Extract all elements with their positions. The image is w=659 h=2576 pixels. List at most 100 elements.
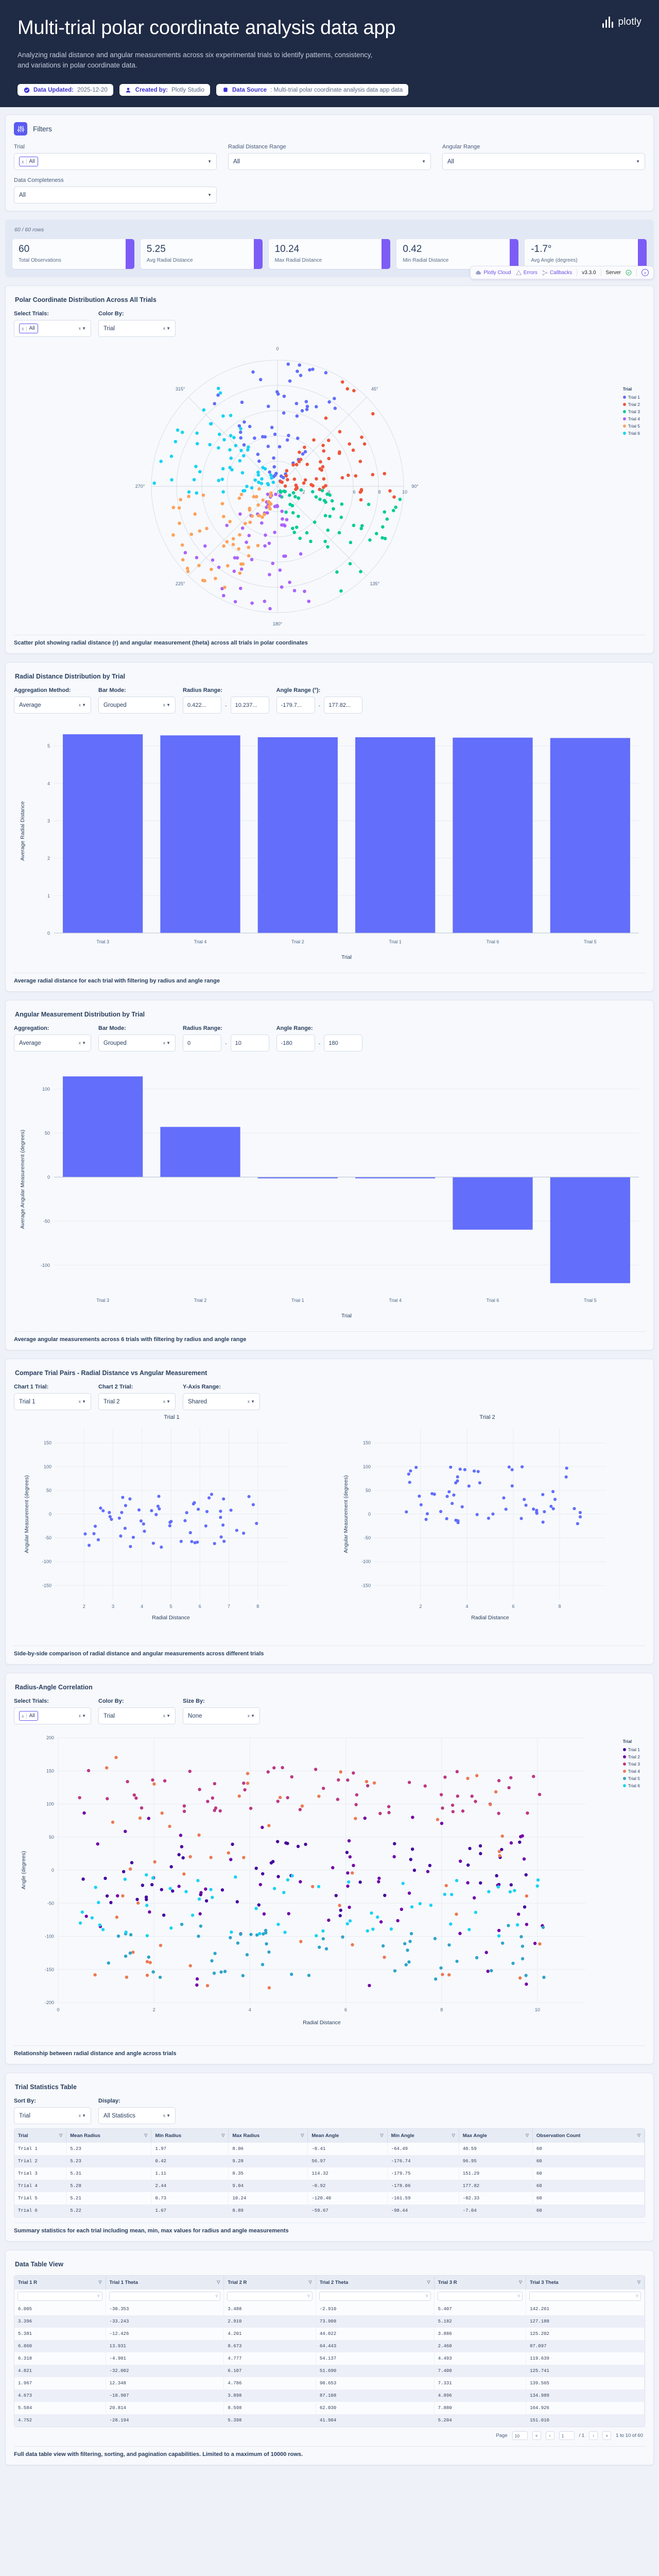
- chevron-down-icon[interactable]: x ▼: [163, 1714, 170, 1719]
- filter-icon[interactable]: ▽: [98, 2280, 102, 2285]
- filter-icon[interactable]: ▽: [452, 2133, 455, 2138]
- chip-remove-icon[interactable]: x: [20, 159, 27, 164]
- chevron-down-icon[interactable]: x ▼: [78, 326, 86, 331]
- select-trials-dropdown[interactable]: x All x ▼: [14, 1707, 91, 1725]
- chevron-down-icon[interactable]: ▼: [422, 159, 426, 164]
- column-filter-input[interactable]: ▽: [437, 2292, 523, 2301]
- chevron-down-icon[interactable]: x ▼: [163, 1399, 170, 1404]
- table-row[interactable]: 4.673 -18.907 3.898 87.108 4.896 134.989: [14, 2389, 645, 2402]
- table-column-header[interactable]: Trial 1 R ▽: [14, 2276, 106, 2290]
- legend-item[interactable]: Trial 1: [622, 394, 640, 401]
- chevron-down-icon[interactable]: x ▼: [78, 703, 86, 708]
- last-page-button[interactable]: »: [602, 2431, 612, 2441]
- column-filter-input[interactable]: ▽: [109, 2292, 221, 2301]
- chevron-down-icon[interactable]: x ▼: [163, 1041, 170, 1046]
- radius-range-max-input[interactable]: 10: [230, 1035, 269, 1052]
- table-column-header[interactable]: Trial 1 Theta ▽: [106, 2276, 224, 2290]
- table-column-header[interactable]: Trial 2 R ▽: [223, 2276, 316, 2290]
- legend-item[interactable]: Trial 3: [622, 408, 640, 415]
- radius-range-min-input[interactable]: 0: [183, 1035, 221, 1052]
- table-row[interactable]: 5.381 -12.426 4.201 44.022 3.886 125.202: [14, 2328, 645, 2341]
- compare-scatter-pair[interactable]: Trial 1 Trial 2 -150 -100 -50 0 50 100 150 2 3 4 5…: [14, 1414, 645, 1641]
- angle-range-max-input[interactable]: 180: [324, 1035, 363, 1052]
- table-row[interactable]: 3.396 -33.243 2.910 73.908 5.182 127.188: [14, 2315, 645, 2328]
- filter-icon[interactable]: ▽: [144, 2133, 148, 2138]
- chevron-down-icon[interactable]: x ▼: [247, 1714, 255, 1719]
- sort-by-dropdown[interactable]: Trial x ▼: [14, 2107, 91, 2125]
- chevron-down-icon[interactable]: x ▼: [78, 1399, 86, 1404]
- column-filter-input[interactable]: ▽: [18, 2292, 102, 2301]
- errors-button[interactable]: Errors: [515, 270, 537, 276]
- filter-icon[interactable]: ▽: [217, 2280, 220, 2285]
- y-axis-range-dropdown[interactable]: Shared x ▼: [183, 1393, 260, 1411]
- table-column-header[interactable]: Observation Count ▽: [532, 2129, 645, 2143]
- table-row[interactable]: 4.821 -32.002 6.107 51.690 7.400 125.741: [14, 2365, 645, 2378]
- legend-item[interactable]: Trial 6: [622, 430, 640, 437]
- angle-range-min-input[interactable]: -179.7...: [276, 697, 315, 714]
- chevron-down-icon[interactable]: x ▼: [78, 1041, 86, 1046]
- selected-chip[interactable]: x All: [19, 1711, 38, 1721]
- filter-icon[interactable]: ▽: [525, 2133, 529, 2138]
- angular-range-select[interactable]: All ▼: [442, 153, 645, 171]
- column-filter-cell[interactable]: ▽: [223, 2290, 316, 2303]
- table-column-header[interactable]: Mean Angle ▽: [307, 2129, 388, 2143]
- filter-icon[interactable]: ▽: [380, 2133, 384, 2138]
- chevron-down-icon[interactable]: x ▼: [163, 326, 170, 331]
- bar-mode-dropdown[interactable]: Grouped x ▼: [98, 697, 176, 714]
- table-row[interactable]: 4.752 -28.194 5.398 41.904 5.204 151.010: [14, 2414, 645, 2427]
- table-row[interactable]: 6.318 -4.901 4.777 54.137 4.493 119.639: [14, 2352, 645, 2365]
- radius-range-min-input[interactable]: 0.422...: [183, 697, 221, 714]
- correlation-legend[interactable]: Trial Trial 1 Trial 2 Trial 3 Trial 4 Trial …: [622, 1738, 640, 1789]
- legend-item[interactable]: Trial 1: [622, 1746, 640, 1753]
- column-filter-cell[interactable]: ▽: [526, 2290, 645, 2303]
- legend-item[interactable]: Trial 2: [622, 401, 640, 408]
- legend-item[interactable]: Trial 4: [622, 1768, 640, 1775]
- table-row[interactable]: Trial 3 5.31 1.11 8.35 114.32 -179.75 151.29 60: [14, 2167, 645, 2180]
- page-size-input[interactable]: 10: [512, 2431, 528, 2441]
- next-page-button[interactable]: ›: [589, 2431, 598, 2441]
- legend-item[interactable]: Trial 5: [622, 422, 640, 430]
- table-row[interactable]: 6.005 -30.353 3.488 -2.910 5.407 142.261: [14, 2303, 645, 2316]
- correlation-scatter-plot[interactable]: 200 150 100 50 0 -50 -100 -150 -200 0 2 4 6 8 10 Radial…: [14, 1728, 645, 2041]
- angle-range-min-input[interactable]: -180: [276, 1035, 315, 1052]
- table-row[interactable]: 5.584 20.814 8.598 62.030 7.880 164.926: [14, 2402, 645, 2415]
- chart2-trial-dropdown[interactable]: Trial 2 x ▼: [98, 1393, 176, 1411]
- color-by-dropdown[interactable]: Trial x ▼: [98, 1707, 176, 1725]
- column-filter-input[interactable]: ▽: [227, 2292, 313, 2301]
- filter-icon[interactable]: ▽: [301, 2133, 304, 2138]
- table-column-header[interactable]: Trial 2 Theta ▽: [316, 2276, 435, 2290]
- first-page-button[interactable]: «: [532, 2431, 541, 2441]
- legend-item[interactable]: Trial 5: [622, 1775, 640, 1782]
- column-filter-cell[interactable]: ▽: [434, 2290, 527, 2303]
- polar-scatter-plot[interactable]: 0 45° 90° 135° 180° 225° 270° 315° 0 2 4 6 8 10 Trial…: [14, 341, 645, 630]
- legend-item[interactable]: Trial 3: [622, 1760, 640, 1768]
- radial-distance-range-select[interactable]: All ▼: [228, 153, 431, 171]
- trial-select[interactable]: x All ▼: [14, 153, 217, 171]
- plotly-dev-toolbar[interactable]: Plotly Cloud Errors Callbacks v3.3.0 Ser…: [470, 266, 654, 280]
- table-column-header[interactable]: Max Angle ▽: [459, 2129, 533, 2143]
- chevron-down-icon[interactable]: x ▼: [163, 703, 170, 708]
- angular-bar-chart[interactable]: 100 50 0 -50 -100 Trial 3 Trial 2 Trial 1 Trial …: [14, 1056, 645, 1327]
- table-column-header[interactable]: Trial 3 Theta ▽: [526, 2276, 645, 2290]
- data-completeness-select[interactable]: All ▼: [14, 187, 217, 204]
- table-row[interactable]: Trial 4 5.28 2.44 9.04 -0.92 -178.06 177.82 60: [14, 2180, 645, 2193]
- chip-remove-icon[interactable]: x: [20, 1713, 27, 1719]
- table-row[interactable]: Trial 1 5.23 1.97 8.06 -0.41 -64.49 40.59 60: [14, 2143, 645, 2156]
- column-filter-cell[interactable]: ▽: [106, 2290, 224, 2303]
- polar-legend[interactable]: Trial Trial 1 Trial 2 Trial 3 Trial 4 Trial …: [622, 385, 640, 437]
- table-row[interactable]: 6.860 13.931 8.673 64.443 2.460 87.097: [14, 2340, 645, 2353]
- callbacks-button[interactable]: Callbacks: [542, 270, 572, 276]
- legend-item[interactable]: Trial 6: [622, 1782, 640, 1789]
- page-number-input[interactable]: 1: [559, 2431, 575, 2441]
- table-row[interactable]: Trial 5 5.21 0.73 10.24 -120.40 -161.59 -82.33…: [14, 2192, 645, 2205]
- table-column-header[interactable]: Min Radius ▽: [151, 2129, 229, 2143]
- chevron-down-icon[interactable]: x ▼: [247, 1399, 255, 1404]
- filter-icon[interactable]: ▽: [518, 2280, 523, 2285]
- color-by-dropdown[interactable]: Trial x ▼: [98, 320, 176, 337]
- chevron-down-icon[interactable]: x ▼: [78, 1714, 86, 1719]
- table-column-header[interactable]: Trial ▽: [14, 2129, 67, 2143]
- table-filter-row[interactable]: ▽ ▽ ▽ ▽ ▽ ▽: [14, 2290, 645, 2303]
- table-row[interactable]: Trial 6 5.22 1.67 8.89 -59.67 -98.44 -7.04 60: [14, 2205, 645, 2217]
- column-filter-input[interactable]: ▽: [319, 2292, 431, 2301]
- legend-item[interactable]: Trial 4: [622, 415, 640, 422]
